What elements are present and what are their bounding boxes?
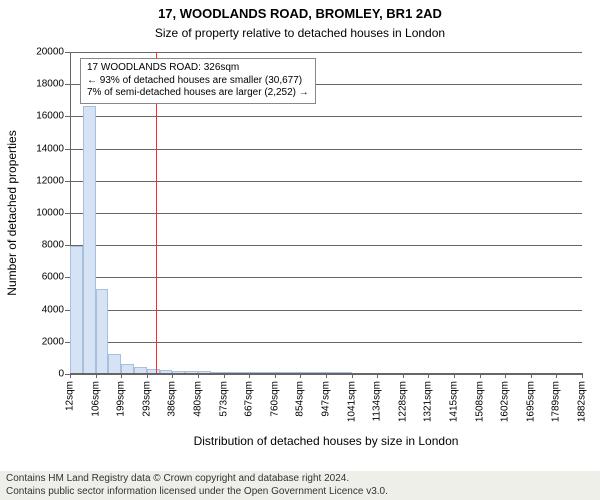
chart-container: 17, WOODLANDS ROAD, BROMLEY, BR1 2AD Siz… [0,0,600,500]
ytick-label: 14000 [36,143,64,154]
xtick-label: 1602sqm [500,381,511,422]
histogram-bar [172,371,185,373]
gridline [70,310,582,311]
xtick-label: 947sqm [321,381,332,417]
histogram-bar [211,372,224,373]
xtick-mark [198,373,199,378]
xtick-mark [428,373,429,378]
xtick-label: 293sqm [141,381,152,417]
histogram-bar [108,354,121,373]
histogram-bar [236,372,249,373]
xtick-mark [377,373,378,378]
xtick-label: 1134sqm [372,381,383,421]
histogram-bar [262,372,275,373]
xtick-mark [224,373,225,378]
xtick-mark [480,373,481,378]
xtick-label: 1882sqm [577,381,588,422]
chart-subtitle: Size of property relative to detached ho… [0,26,600,40]
ytick-label: 6000 [42,272,64,283]
ytick-label: 0 [58,369,64,380]
footer-line: Contains HM Land Registry data © Crown c… [6,473,594,486]
histogram-bar [249,372,262,373]
histogram-bar [326,372,339,373]
xtick-label: 480sqm [193,381,204,417]
xtick-mark [275,373,276,378]
ytick-label: 4000 [42,304,64,315]
y-axis-title: Number of detached properties [5,130,19,295]
gridline [70,52,582,53]
histogram-bar [121,364,134,373]
gridline [70,181,582,182]
annotation-line: 7% of semi-detached houses are larger (2… [87,87,309,100]
histogram-bar [313,372,326,373]
ytick-label: 12000 [36,175,64,186]
xtick-mark [172,373,173,378]
histogram-bar [198,371,211,373]
histogram-bar [83,106,96,373]
histogram-bar [185,371,198,373]
xtick-mark [121,373,122,378]
xtick-label: 1415sqm [449,381,460,422]
gridline [70,342,582,343]
histogram-bar [224,372,237,373]
gridline [70,116,582,117]
xtick-mark [326,373,327,378]
ytick-label: 20000 [36,47,64,58]
xtick-mark [300,373,301,378]
xtick-label: 667sqm [244,381,255,417]
xtick-mark [505,373,506,378]
xtick-mark [96,373,97,378]
xtick-label: 854sqm [295,381,306,417]
xtick-mark [582,373,583,378]
xtick-mark [147,373,148,378]
xtick-mark [531,373,532,378]
xtick-label: 1041sqm [346,381,357,422]
histogram-bar [147,369,160,373]
annotation-line: ← 93% of detached houses are smaller (30… [87,75,309,88]
xtick-mark [556,373,557,378]
gridline [70,149,582,150]
footer-attribution: Contains HM Land Registry data © Crown c… [0,471,600,500]
histogram-bar [339,372,352,373]
ytick-label: 16000 [36,111,64,122]
footer-line: Contains public sector information licen… [6,486,594,499]
gridline [70,213,582,214]
ytick-label: 2000 [42,336,64,347]
gridline [70,245,582,246]
xtick-mark [249,373,250,378]
histogram-bar [288,372,301,373]
xtick-label: 573sqm [218,381,229,417]
xtick-mark [454,373,455,378]
annotation-box: 17 WOODLANDS ROAD: 326sqm← 93% of detach… [80,58,316,104]
xtick-mark [70,373,71,378]
histogram-bar [300,372,313,373]
ytick-label: 8000 [42,240,64,251]
xtick-label: 106sqm [90,381,101,417]
x-axis-title: Distribution of detached houses by size … [70,434,582,448]
ytick-label: 18000 [36,79,64,90]
xtick-label: 12sqm [65,381,76,411]
xtick-label: 760sqm [269,381,280,417]
xtick-mark [403,373,404,378]
histogram-bar [275,372,288,373]
chart-title: 17, WOODLANDS ROAD, BROMLEY, BR1 2AD [0,6,600,21]
histogram-bar [96,289,109,373]
xtick-label: 1695sqm [525,381,536,422]
histogram-bar [70,246,83,373]
histogram-bar [160,370,173,373]
histogram-bar [134,367,147,373]
xtick-label: 1321sqm [423,381,434,422]
xtick-label: 1508sqm [474,381,485,422]
xtick-label: 1789sqm [551,381,562,422]
ytick-label: 10000 [36,208,64,219]
annotation-line: 17 WOODLANDS ROAD: 326sqm [87,62,309,75]
xtick-label: 386sqm [167,381,178,417]
xtick-label: 199sqm [116,381,127,417]
xtick-label: 1228sqm [397,381,408,422]
xtick-mark [352,373,353,378]
gridline [70,277,582,278]
